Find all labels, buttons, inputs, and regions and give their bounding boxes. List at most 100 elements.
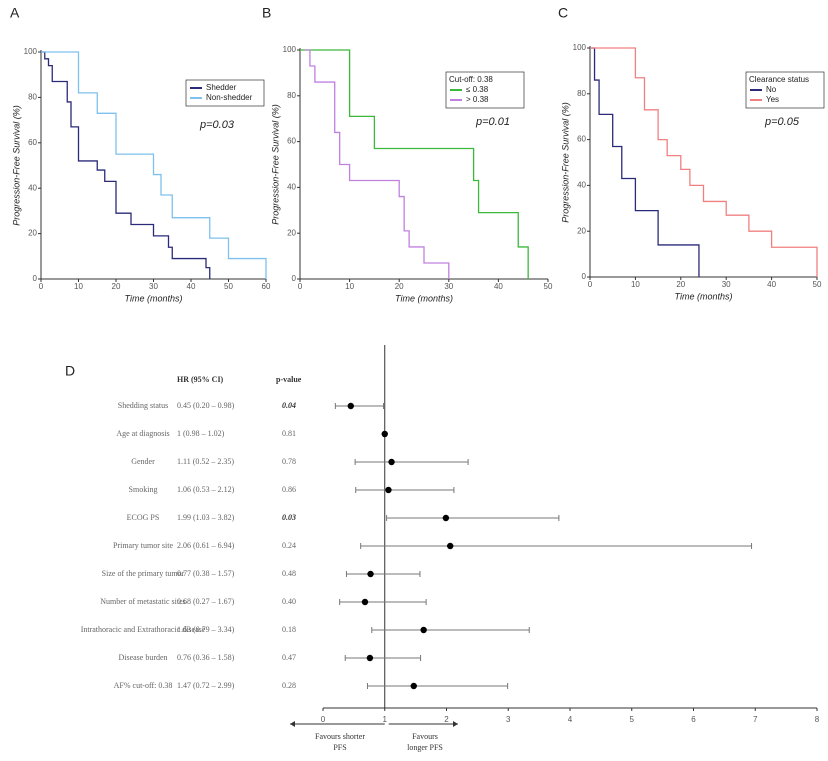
- row-label: Shedding status: [118, 401, 168, 410]
- y-axis-label: Progression-Free Survival (%): [270, 104, 280, 225]
- x-tick-label: 20: [676, 280, 685, 289]
- x-tick-label: 8: [815, 715, 820, 724]
- hr-point: [347, 402, 354, 410]
- hr-label: 0.76 (0.36 – 1.58): [177, 653, 235, 662]
- hr-point: [410, 682, 417, 690]
- x-axis-label: Time (months): [675, 291, 733, 301]
- panel-label: C: [558, 5, 568, 21]
- row-label: Age at diagnosis: [116, 429, 169, 438]
- x-tick-label: 0: [39, 282, 44, 291]
- panel-label: A: [10, 5, 20, 21]
- x-tick-label: 5: [630, 715, 635, 724]
- y-tick-label: 80: [28, 93, 37, 102]
- row-label: Smoking: [129, 485, 158, 494]
- hr-label: 0.77 (0.38 – 1.57): [177, 569, 235, 578]
- panel-label: B: [262, 5, 271, 21]
- favours-right: longer PFS: [407, 743, 443, 752]
- favours-right: Favours: [412, 732, 438, 741]
- hr-label: 0.68 (0.27 – 1.67): [177, 597, 235, 606]
- hr-label: 1.06 (0.53 – 2.12): [177, 485, 235, 494]
- x-tick-label: 0: [321, 715, 326, 724]
- p-value: 0.78: [282, 457, 296, 466]
- hr-label: 1.99 (1.03 – 3.82): [177, 513, 235, 522]
- survival-curve: [41, 51, 211, 279]
- legend-label: Yes: [766, 95, 779, 104]
- x-axis-label: Time (months): [125, 293, 183, 303]
- survival-curve: [41, 51, 267, 279]
- hr-point: [361, 598, 369, 606]
- arrow-head-right: [453, 721, 458, 727]
- y-tick-label: 100: [573, 43, 587, 52]
- x-tick-label: 50: [544, 282, 553, 291]
- p-value: 0.28: [282, 681, 296, 690]
- hr-point: [447, 542, 454, 550]
- y-tick-label: 80: [287, 91, 296, 100]
- x-tick-label: 7: [753, 715, 758, 724]
- x-tick-label: 2: [444, 715, 449, 724]
- p-value: p=0.01: [475, 116, 510, 128]
- y-tick-label: 0: [292, 274, 297, 283]
- y-tick-label: 0: [33, 274, 38, 283]
- row-label: Disease burden: [118, 653, 167, 662]
- p-value: p=0.05: [764, 116, 800, 128]
- legend-label: ≤ 0.38: [466, 85, 489, 94]
- row-label: Number of metastatic sites: [100, 597, 186, 606]
- x-tick-label: 40: [187, 282, 196, 291]
- p-value: 0.03: [282, 513, 296, 522]
- hr-point: [388, 458, 395, 466]
- y-tick-label: 20: [28, 229, 37, 238]
- arrow-head-left: [290, 721, 295, 727]
- row-label: Intrathoracic and Extrathoracic disease: [81, 625, 206, 634]
- y-tick-label: 40: [287, 183, 296, 192]
- legend-label: No: [766, 85, 777, 94]
- legend-box: [185, 79, 265, 107]
- hr-point: [367, 570, 374, 578]
- y-tick-label: 0: [582, 272, 587, 281]
- y-tick-label: 40: [577, 181, 586, 190]
- y-tick-label: 20: [577, 226, 586, 235]
- hr-label: 2.06 (0.61 – 6.94): [177, 541, 235, 550]
- y-tick-label: 80: [577, 89, 586, 98]
- x-tick-label: 10: [74, 282, 83, 291]
- panel-label: D: [65, 363, 75, 379]
- y-tick-label: 100: [283, 45, 297, 54]
- p-value: p=0.03: [199, 119, 235, 131]
- survival-curve: [304, 49, 450, 279]
- x-tick-label: 40: [494, 282, 503, 291]
- row-label: ECOG PS: [127, 513, 160, 522]
- legend-title: Clearance status: [749, 75, 809, 84]
- x-tick-label: 4: [568, 715, 573, 724]
- y-tick-label: 60: [28, 138, 37, 147]
- hr-label: 1 (0.98 – 1.02): [177, 429, 225, 438]
- survival-curve: [590, 47, 700, 277]
- hr-label: 1.63 (0.79 – 3.34): [177, 625, 235, 634]
- legend-title: Cut-off: 0.38: [449, 75, 493, 84]
- x-tick-label: 40: [767, 280, 776, 289]
- p-value: 0.24: [282, 541, 296, 550]
- hr-point: [385, 486, 392, 494]
- hr-point: [442, 514, 450, 522]
- row-label: Gender: [131, 457, 155, 466]
- x-tick-label: 30: [722, 280, 731, 289]
- p-value: 0.18: [282, 625, 296, 634]
- x-axis-label: Time (months): [395, 293, 453, 303]
- y-tick-label: 40: [28, 183, 37, 192]
- survival-curve: [590, 47, 818, 277]
- p-header: p-value: [276, 375, 302, 384]
- x-tick-label: 50: [224, 282, 233, 291]
- x-tick-label: 0: [588, 280, 593, 289]
- y-tick-label: 100: [24, 47, 38, 56]
- y-axis-label: Progression-Free Survival (%): [560, 102, 570, 223]
- y-axis-label: Progression-Free Survival (%): [11, 105, 21, 226]
- x-tick-label: 0: [298, 282, 303, 291]
- x-tick-label: 10: [631, 280, 640, 289]
- x-tick-label: 20: [395, 282, 404, 291]
- row-label: Size of the primary tumor: [102, 569, 185, 578]
- favours-left: Favours shorter: [315, 732, 365, 741]
- x-tick-label: 10: [345, 282, 354, 291]
- row-label: AF% cut-off: 0.38: [114, 681, 173, 690]
- x-tick-label: 1: [383, 715, 388, 724]
- x-tick-label: 6: [691, 715, 696, 724]
- hr-label: 1.47 (0.72 – 2.99): [177, 681, 235, 690]
